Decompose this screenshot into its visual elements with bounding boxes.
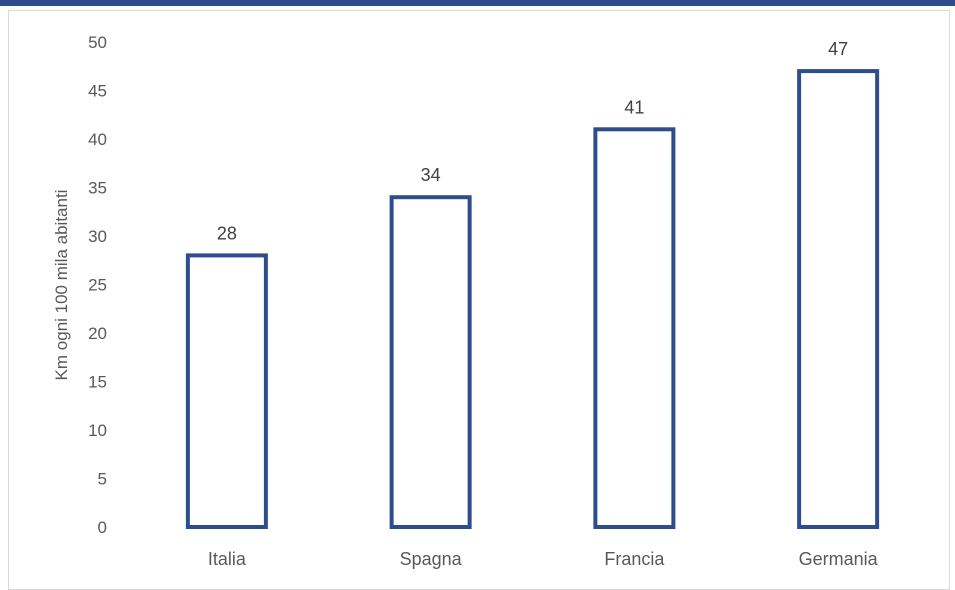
bar-italia [185,253,268,529]
data-label: 41 [624,97,644,117]
bar-germania [797,69,880,529]
x-category-label: Spagna [400,549,463,569]
data-label: 47 [828,39,848,59]
bar-spagna [389,195,472,529]
y-tick-label: 0 [98,518,107,537]
bars [185,69,880,530]
y-axis-label: Km ogni 100 mila abitanti [52,190,71,381]
y-tick-label: 25 [88,276,107,295]
y-tick-label: 35 [88,179,107,198]
bar-francia [593,127,676,530]
y-tick-label: 40 [88,130,107,149]
y-tick-label: 50 [88,33,107,52]
y-tick-label: 30 [88,227,107,246]
data-label: 28 [217,223,237,243]
x-category-label: Germania [799,549,879,569]
y-tick-label: 45 [88,82,107,101]
y-tick-label: 5 [98,470,107,489]
y-axis-ticks: 0 5 10 15 20 25 30 35 40 45 50 [88,33,107,537]
y-tick-label: 15 [88,373,107,392]
data-labels: 28 34 41 47 [217,39,848,243]
x-category-label: Francia [604,549,665,569]
y-tick-label: 20 [88,324,107,343]
data-label: 34 [421,165,441,185]
x-axis-categories: Italia Spagna Francia Germania [208,549,879,569]
x-category-label: Italia [208,549,247,569]
y-tick-label: 10 [88,421,107,440]
